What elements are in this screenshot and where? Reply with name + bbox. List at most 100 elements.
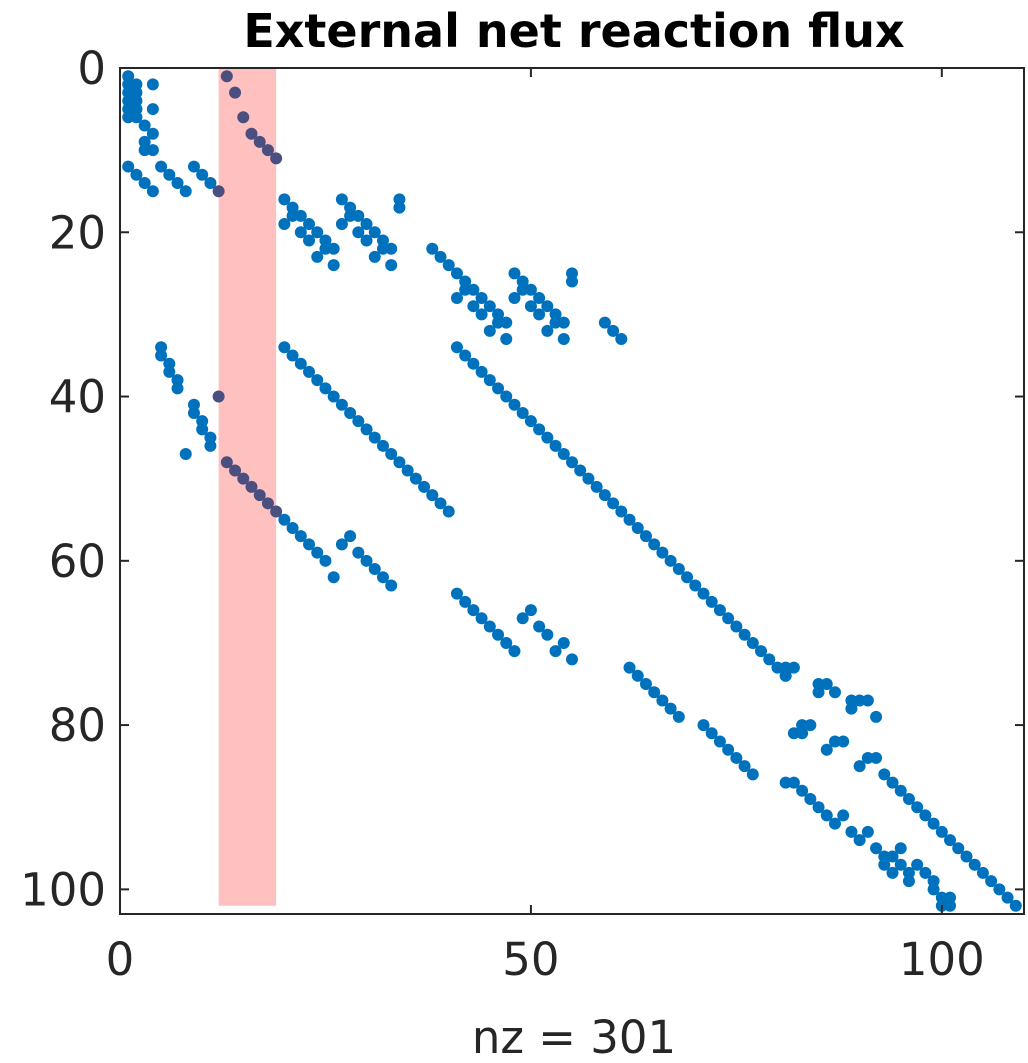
- data-point: [705, 595, 718, 608]
- data-point: [483, 374, 496, 387]
- data-point: [541, 628, 554, 641]
- data-point: [837, 735, 850, 748]
- y-tick-label: 80: [49, 699, 106, 752]
- data-point: [598, 489, 611, 502]
- x-tick-label: 50: [502, 933, 559, 986]
- data-point: [557, 636, 570, 649]
- data-point: [722, 743, 735, 756]
- data-point: [122, 78, 135, 91]
- data-point: [278, 193, 291, 206]
- data-point: [804, 793, 817, 806]
- data-point: [722, 612, 735, 625]
- data-point: [541, 300, 554, 313]
- data-point: [475, 365, 488, 378]
- data-point: [549, 316, 562, 329]
- data-point: [968, 858, 981, 871]
- data-point: [607, 324, 620, 337]
- data-point: [549, 439, 562, 452]
- data-point: [393, 193, 406, 206]
- data-point: [861, 825, 874, 838]
- chart-title: External net reaction flux: [243, 4, 904, 58]
- data-point: [467, 300, 480, 313]
- data-point: [648, 686, 661, 699]
- data-point: [516, 275, 529, 288]
- data-point: [541, 324, 554, 337]
- data-point: [787, 727, 800, 740]
- data-point: [376, 439, 389, 452]
- data-point: [492, 382, 505, 395]
- data-point: [360, 423, 373, 436]
- data-point: [179, 185, 192, 198]
- data-point: [566, 267, 578, 280]
- data-point: [204, 431, 217, 444]
- data-point: [146, 144, 159, 157]
- data-point: [212, 185, 225, 198]
- data-point: [450, 587, 463, 600]
- data-point: [229, 464, 242, 477]
- data-point: [163, 168, 176, 181]
- data-point: [508, 645, 521, 658]
- data-point: [196, 415, 209, 428]
- data-point: [615, 333, 628, 346]
- data-point: [886, 866, 899, 879]
- data-point: [492, 316, 505, 329]
- data-point: [426, 242, 439, 255]
- data-point: [902, 793, 915, 806]
- data-point: [286, 349, 299, 362]
- data-point: [870, 842, 883, 855]
- data-point: [212, 390, 225, 403]
- data-point: [985, 875, 998, 888]
- data-point: [746, 768, 759, 781]
- data-point: [319, 242, 332, 255]
- data-point: [566, 653, 578, 666]
- data-point: [434, 497, 447, 510]
- data-point: [508, 291, 521, 304]
- data-point: [483, 620, 496, 633]
- data-point: [245, 127, 258, 140]
- data-point: [294, 357, 307, 370]
- data-point: [1001, 891, 1014, 904]
- data-point: [155, 349, 168, 362]
- data-point: [171, 374, 184, 387]
- data-point: [935, 825, 948, 838]
- data-point: [533, 423, 546, 436]
- data-point: [475, 612, 488, 625]
- data-point: [631, 669, 644, 682]
- data-point: [524, 300, 537, 313]
- x-axis: 0 50 100: [106, 68, 985, 986]
- data-point: [656, 694, 669, 707]
- data-point: [516, 283, 529, 296]
- data-point: [648, 538, 661, 551]
- data-point: [122, 103, 135, 116]
- data-point: [344, 406, 357, 419]
- data-point: [927, 883, 940, 896]
- data-point: [566, 275, 578, 288]
- data-point: [861, 751, 874, 764]
- data-point: [549, 645, 562, 658]
- data-point: [894, 784, 907, 797]
- data-point: [837, 809, 850, 822]
- data-point: [828, 817, 841, 830]
- data-point: [376, 242, 389, 255]
- data-point: [533, 620, 546, 633]
- data-point: [582, 472, 595, 485]
- data-point: [730, 751, 743, 764]
- data-point: [155, 160, 168, 173]
- data-point: [944, 899, 957, 912]
- data-point: [278, 513, 291, 526]
- data-point: [122, 70, 135, 83]
- data-point: [639, 530, 652, 543]
- data-point: [385, 448, 398, 461]
- data-point: [492, 308, 505, 321]
- y-tick-label: 20: [49, 206, 106, 259]
- data-point: [450, 267, 463, 280]
- data-point: [820, 809, 833, 822]
- data-point: [303, 538, 316, 551]
- data-point: [771, 661, 784, 674]
- y-tick-label: 40: [49, 371, 106, 424]
- data-point: [598, 316, 611, 329]
- data-point: [138, 119, 151, 132]
- data-point: [253, 135, 266, 148]
- data-point: [541, 431, 554, 444]
